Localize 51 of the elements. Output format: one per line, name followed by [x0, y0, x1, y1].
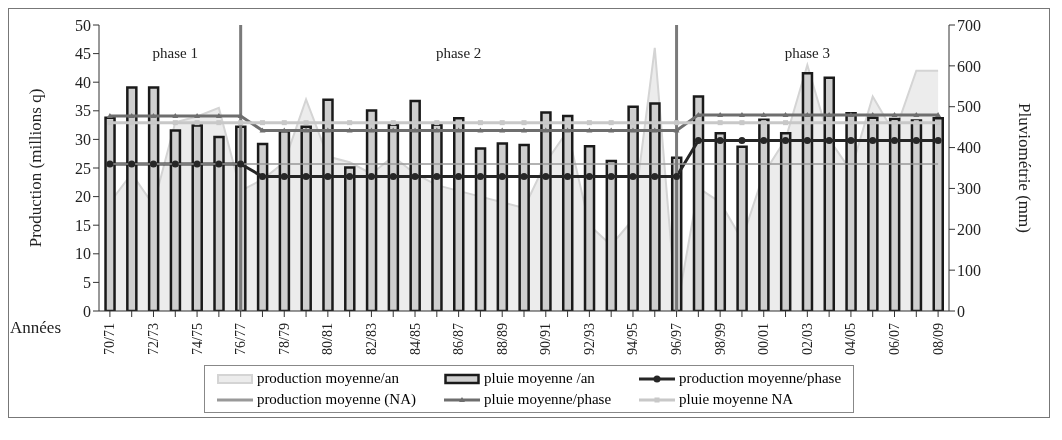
x-tick-label: 86/87 [451, 323, 467, 355]
y-tick-label: 35 [75, 102, 91, 120]
legend-label: pluie moyenne /an [484, 370, 595, 387]
x-tick-label: 88/89 [494, 323, 510, 355]
y2-tick-label: 700 [957, 16, 981, 34]
legend-label: pluie moyenne/phase [484, 391, 612, 408]
y2-axis-title: Pluviométrie (mm) [1014, 103, 1034, 233]
y2-tick-label: 100 [957, 261, 981, 279]
annotation: phase 1 [152, 44, 198, 61]
legend-label: production moyenne (NA) [256, 391, 417, 408]
x-tick-label: 84/85 [407, 323, 423, 355]
y-tick-label: 40 [75, 73, 91, 91]
y-tick-label: 20 [75, 188, 91, 206]
y-tick-label: 15 [75, 216, 91, 234]
y-tick-label: 5 [83, 274, 91, 292]
x-tick-label: 70/71 [102, 323, 118, 355]
legend-label: pluie moyenne NA [679, 391, 794, 408]
x-tick-label: 00/01 [756, 323, 772, 355]
x-tick-label: 90/91 [538, 323, 554, 355]
annotation: phase 2 [435, 44, 482, 61]
y2-tick-label: 500 [957, 98, 981, 116]
y2-tick-label: 200 [957, 220, 981, 238]
y-tick-label: 50 [75, 16, 91, 34]
y-tick-label: 25 [75, 159, 91, 177]
x-tick-label: 98/99 [712, 323, 728, 355]
y-axis-title: Production (millions q) [26, 88, 46, 248]
x-tick-label: 72/73 [145, 323, 161, 355]
y2-tick-label: 400 [957, 139, 981, 157]
y2-tick-label: 0 [957, 302, 965, 320]
y-tick-label: 30 [75, 131, 91, 149]
legend-label: production moyenne/phase [679, 370, 842, 387]
x-tick-label: 02/03 [799, 323, 815, 355]
x-tick-label: 80/81 [320, 323, 336, 355]
y2-tick-label: 600 [957, 57, 981, 75]
x-tick-label: 04/05 [843, 323, 859, 355]
legend-label: production moyenne/an [256, 370, 399, 387]
annotation: phase 3 [784, 44, 831, 61]
x-tick-label: 06/07 [887, 323, 903, 355]
x-tick-label: 76/77 [233, 323, 249, 355]
x-tick-label: 78/79 [276, 323, 292, 355]
x-axis-title: Années [10, 318, 61, 337]
x-tick-label: 08/09 [930, 323, 946, 355]
y-tick-label: 45 [75, 45, 91, 63]
x-tick-label: 94/95 [625, 323, 641, 355]
y-tick-label: 10 [75, 245, 91, 263]
y-tick-label: 0 [83, 302, 91, 320]
y2-tick-label: 300 [957, 180, 981, 198]
x-tick-label: 74/75 [189, 323, 205, 355]
x-tick-label: 96/97 [669, 323, 685, 355]
x-tick-label: 92/93 [581, 323, 597, 355]
x-tick-label: 82/83 [363, 323, 379, 355]
